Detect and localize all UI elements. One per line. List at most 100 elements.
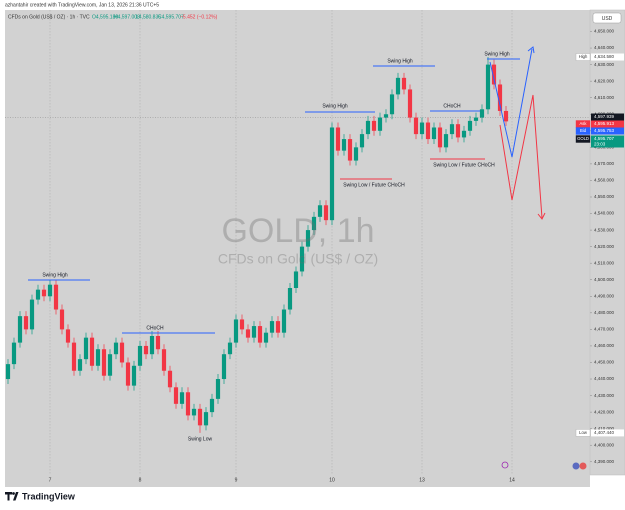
price-label: 4,595.913	[594, 121, 615, 126]
logo	[5, 492, 19, 501]
candle-body	[287, 288, 293, 310]
candle-body	[173, 387, 179, 404]
candle-body	[101, 349, 107, 376]
candle-body	[341, 139, 347, 151]
candle-body	[65, 329, 71, 343]
candle-body	[119, 342, 125, 363]
currency-button[interactable]	[592, 12, 622, 24]
logo-dot	[12, 492, 15, 495]
x-tick-label: 9	[235, 477, 238, 483]
price-tag: High	[579, 54, 588, 59]
candle-body	[317, 205, 323, 217]
annotation: Swing High	[387, 58, 413, 64]
y-tick-label: 4,560.000	[594, 178, 615, 183]
x-tick-label: 8	[139, 477, 142, 483]
candle-body	[437, 127, 443, 148]
candle-body	[251, 326, 257, 338]
y-tick-label: 4,490.000	[594, 293, 615, 298]
candle-body	[149, 335, 155, 355]
candle-body	[47, 284, 53, 297]
candle-body	[395, 77, 401, 95]
ohlc-value: O4,595.180	[92, 14, 118, 20]
currency[interactable]: USD	[602, 16, 613, 22]
candle-body	[11, 342, 17, 365]
candle-body	[125, 362, 131, 386]
candle-body	[245, 329, 251, 338]
candle-body	[95, 349, 101, 366]
price-tag-box	[575, 429, 591, 437]
price-label: 4,595.707	[594, 136, 615, 141]
y-tick-label: 4,640.000	[594, 45, 615, 50]
candle-body	[35, 289, 41, 300]
ohlc-value: L4,580.835	[136, 14, 161, 20]
price-tag-box	[575, 135, 591, 143]
price-label-box	[591, 429, 624, 437]
candle-body	[497, 84, 503, 111]
candle-body	[89, 337, 95, 366]
candle-body	[71, 342, 77, 371]
credit: azhantahir created with TradingView.com,…	[5, 2, 159, 8]
price-label: 4,407.440	[594, 430, 615, 435]
y-tick-label: 4,510.000	[594, 260, 615, 265]
candle-body	[203, 412, 209, 426]
icon	[572, 462, 580, 470]
candle-body	[419, 122, 425, 135]
annotation: Swing Low	[188, 436, 213, 442]
candle-body	[197, 408, 203, 426]
candle-body	[113, 342, 119, 355]
y-tick-label: 4,570.000	[594, 161, 615, 166]
candle-body	[191, 408, 197, 416]
y-tick-label: 4,620.000	[594, 78, 615, 83]
candle-body	[227, 342, 233, 355]
y-tick-label: 4,530.000	[594, 227, 615, 232]
ohlc-value: C4,595.707	[158, 14, 184, 20]
candle-body	[491, 64, 497, 85]
annotation: Swing High	[484, 51, 510, 57]
y-tick-label: 4,650.000	[594, 29, 615, 34]
candle-body	[479, 109, 485, 118]
candle-body	[239, 319, 245, 330]
y-tick-label: 4,470.000	[594, 327, 615, 332]
candle-body	[23, 316, 29, 330]
price-label-box	[591, 113, 624, 121]
icon	[501, 461, 509, 469]
price-tag: Ask	[580, 121, 588, 126]
icon	[579, 462, 587, 470]
price-label: 4,597.939	[594, 114, 615, 119]
candle-body	[41, 289, 47, 297]
projection-up	[489, 48, 533, 158]
candle-body	[257, 326, 263, 343]
candle-body	[431, 127, 437, 140]
countdown: 23:03	[594, 142, 606, 147]
price-label-box	[591, 120, 624, 128]
candle-body	[473, 117, 479, 121]
price-tag: Bid	[580, 128, 587, 133]
y-tick-label: 4,400.000	[594, 442, 615, 447]
chart-pane	[5, 10, 590, 475]
candle-body	[425, 122, 431, 140]
chart-content: CFDs on Gold (US$ / OZ) · 1h · TVC O4,595…	[5, 10, 624, 483]
watermark: GOLD, 1h	[221, 212, 374, 250]
price-label-box	[591, 53, 624, 61]
price-tag: Low	[579, 430, 588, 435]
annotation: Swing High	[322, 103, 348, 109]
candle-body	[449, 124, 455, 135]
annotation: CHoCH	[443, 103, 461, 109]
candle-body	[503, 110, 509, 122]
watermark-group: GOLD, 1h CFDs on Gold (US$ / OZ)	[218, 212, 378, 267]
ohlc-value: −5.452 (−0.12%)	[180, 14, 218, 20]
symbol-line: CFDs on Gold (US$ / OZ) · 1h · TVC	[8, 14, 90, 20]
brand: TradingView	[22, 491, 76, 501]
candle-body	[209, 398, 215, 413]
candle-body	[305, 230, 311, 247]
candle-body	[83, 337, 89, 360]
candle-body	[329, 127, 335, 221]
y-tick-label: 4,630.000	[594, 62, 615, 67]
candle-body	[143, 345, 149, 355]
candle-body	[461, 130, 467, 138]
candle-body	[233, 319, 239, 343]
watermark-subtitle: CFDs on Gold (US$ / OZ)	[218, 251, 378, 267]
candle-body	[131, 365, 137, 386]
annotation: CHoCH	[146, 325, 164, 331]
